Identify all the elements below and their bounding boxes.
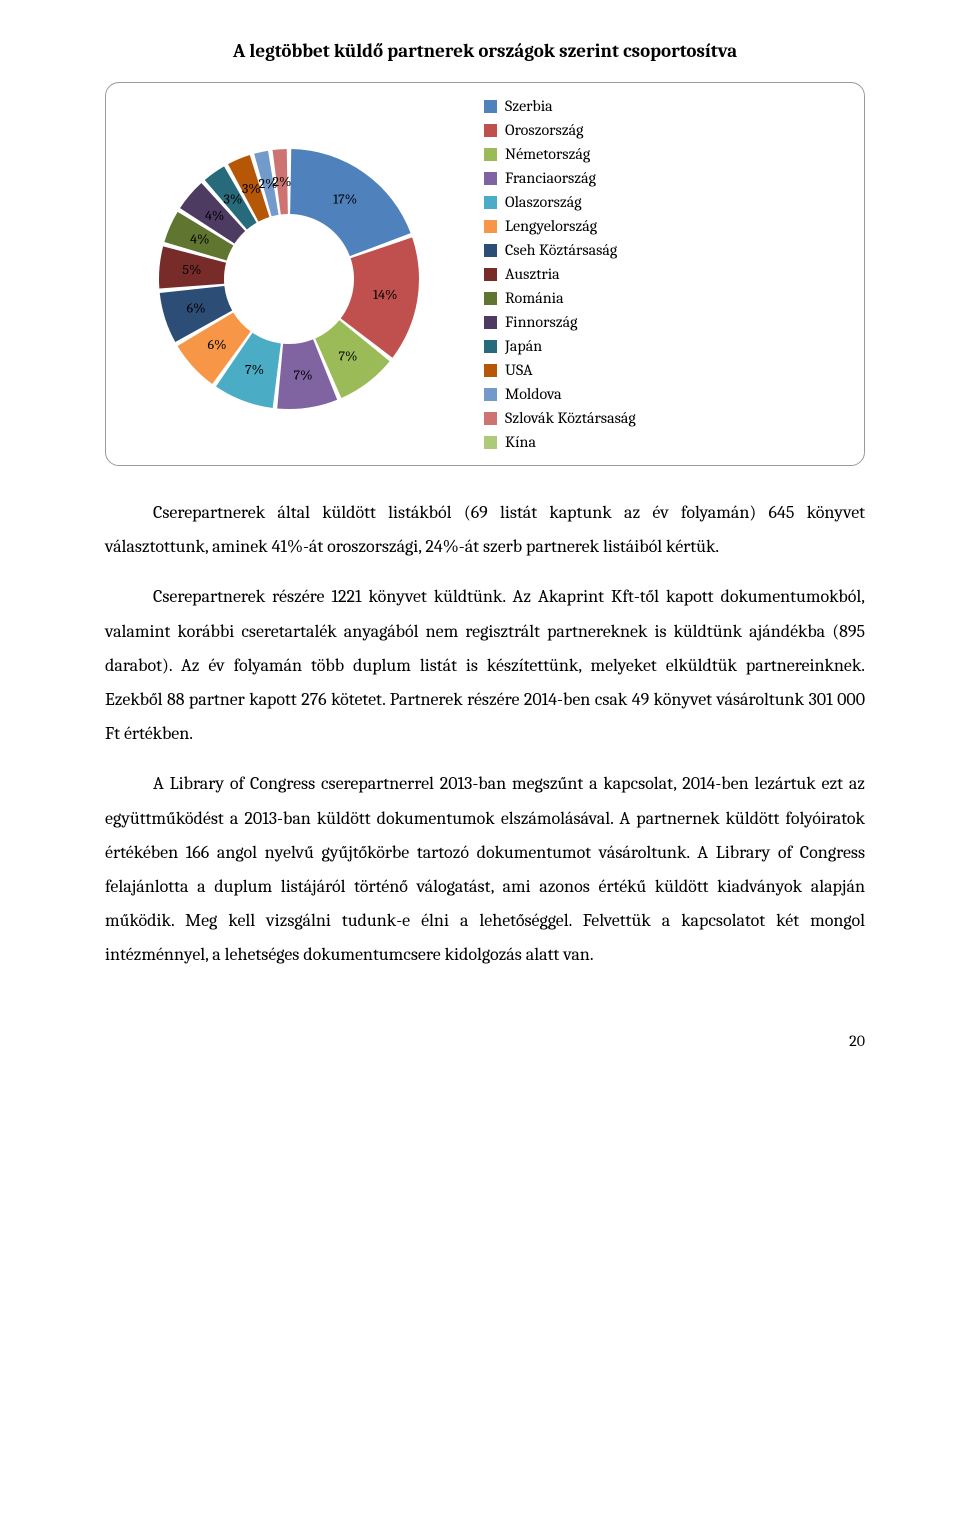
legend-label: Németország bbox=[505, 145, 590, 163]
legend-item: USA bbox=[484, 361, 636, 379]
chart-legend: Szerbia Oroszország Németország Franciaorsz… bbox=[484, 97, 636, 451]
legend-item: Szerbia bbox=[484, 97, 636, 115]
legend-label: Oroszország bbox=[505, 121, 583, 139]
chart-slice-label: 6% bbox=[187, 299, 206, 316]
legend-label: Japán bbox=[505, 337, 542, 355]
chart-slice-label: 7% bbox=[338, 348, 357, 365]
legend-swatch bbox=[484, 244, 497, 257]
legend-label: Lengyelország bbox=[505, 217, 597, 235]
legend-swatch bbox=[484, 196, 497, 209]
body-paragraph: Cserepartnerek által küldött listákból (… bbox=[105, 496, 865, 564]
legend-item: Olaszország bbox=[484, 193, 636, 211]
legend-label: Ausztria bbox=[505, 265, 560, 283]
legend-item: Szlovák Köztársaság bbox=[484, 409, 636, 427]
legend-label: Olaszország bbox=[505, 193, 582, 211]
legend-label: USA bbox=[505, 361, 533, 379]
legend-swatch bbox=[484, 148, 497, 161]
legend-item: Románia bbox=[484, 289, 636, 307]
legend-swatch bbox=[484, 220, 497, 233]
chart-slice-label: 17% bbox=[333, 190, 357, 207]
legend-label: Franciaország bbox=[505, 169, 596, 187]
chart-slice-label: 6% bbox=[207, 336, 226, 353]
chart-slice-label: 5% bbox=[182, 261, 201, 278]
chart-slice-label: 4% bbox=[190, 231, 209, 248]
legend-swatch bbox=[484, 316, 497, 329]
legend-item: Japán bbox=[484, 337, 636, 355]
legend-label: Cseh Köztársaság bbox=[505, 241, 617, 259]
legend-swatch bbox=[484, 364, 497, 377]
chart-slice-label: 14% bbox=[373, 286, 397, 303]
legend-swatch bbox=[484, 172, 497, 185]
page-number: 20 bbox=[105, 1032, 865, 1050]
body-paragraph: Cserepartnerek részére 1221 könyvet küld… bbox=[105, 580, 865, 751]
page-title: A legtöbbet küldő partnerek országok sze… bbox=[105, 40, 865, 62]
legend-swatch bbox=[484, 292, 497, 305]
legend-item: Finnország bbox=[484, 313, 636, 331]
legend-swatch bbox=[484, 412, 497, 425]
legend-swatch bbox=[484, 436, 497, 449]
legend-item: Lengyelország bbox=[484, 217, 636, 235]
chart-slice-label: 7% bbox=[245, 361, 264, 378]
chart-slice-label: 7% bbox=[294, 366, 313, 383]
chart-slice-label: 4% bbox=[205, 207, 224, 224]
legend-item: Moldova bbox=[484, 385, 636, 403]
legend-item: Franciaország bbox=[484, 169, 636, 187]
chart-slice-label: 2% bbox=[272, 173, 291, 190]
legend-item: Németország bbox=[484, 145, 636, 163]
legend-swatch bbox=[484, 388, 497, 401]
legend-item: Oroszország bbox=[484, 121, 636, 139]
legend-item: Cseh Köztársaság bbox=[484, 241, 636, 259]
legend-item: Ausztria bbox=[484, 265, 636, 283]
legend-label: Kína bbox=[505, 433, 536, 451]
legend-label: Szerbia bbox=[505, 97, 553, 115]
legend-swatch bbox=[484, 268, 497, 281]
legend-label: Románia bbox=[505, 289, 564, 307]
body-paragraph: A Library of Congress cserepartnerrel 20… bbox=[105, 767, 865, 972]
doughnut-chart: 17%14%7%7%7%6%6%5%4%4%3%3%2%2% bbox=[124, 124, 454, 424]
chart-slice-label: 3% bbox=[223, 190, 242, 207]
legend-swatch bbox=[484, 100, 497, 113]
legend-label: Szlovák Köztársaság bbox=[505, 409, 636, 427]
legend-label: Finnország bbox=[505, 313, 577, 331]
legend-swatch bbox=[484, 340, 497, 353]
legend-swatch bbox=[484, 124, 497, 137]
legend-item: Kína bbox=[484, 433, 636, 451]
doughnut-chart-block: 17%14%7%7%7%6%6%5%4%4%3%3%2%2% SzerbiaOr… bbox=[105, 82, 865, 466]
legend-label: Moldova bbox=[505, 385, 562, 403]
